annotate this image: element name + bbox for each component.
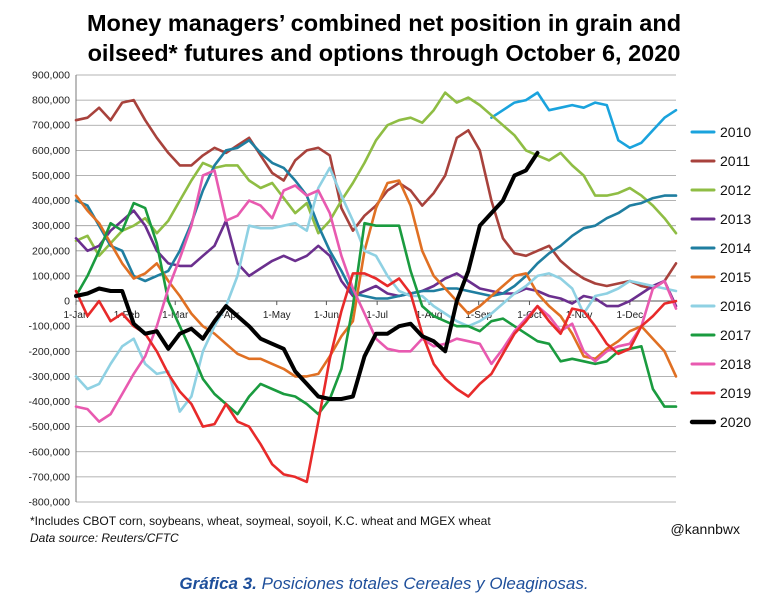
x-tick-label: 1-Nov [566, 310, 593, 321]
chart-title-line-2: oilseed* futures and options through Oct… [87, 40, 681, 66]
y-tick-label: 900,000 [32, 70, 70, 82]
legend-label-2015: 2015 [720, 269, 751, 285]
series-line-2017 [74, 201, 678, 416]
series-line-2010 [490, 91, 678, 150]
x-tick-label: 1-Aug [416, 310, 443, 321]
chart-title-line-1: Money managers’ combined net position in… [86, 10, 682, 36]
x-tick-label: 1-Jan [63, 310, 88, 321]
legend-label-2014: 2014 [720, 240, 751, 256]
x-tick-label: 1-Sep [465, 310, 492, 321]
y-tick-label: -600,000 [29, 446, 71, 458]
series-line-2016 [74, 166, 678, 413]
y-tick-label: -700,000 [29, 471, 71, 483]
x-tick-label: 1-Jun [314, 310, 339, 321]
legend-label-2017: 2017 [720, 327, 751, 343]
caption-label: Gráfica 3. [179, 574, 257, 593]
series-line-2018 [74, 169, 678, 423]
y-tick-label: 800,000 [32, 95, 70, 107]
y-tick-label: 500,000 [32, 170, 70, 182]
series-line-2015 [74, 179, 678, 378]
y-tick-label: -800,000 [29, 497, 71, 509]
legend-label-2016: 2016 [720, 298, 751, 314]
y-tick-label: 400,000 [32, 195, 70, 207]
y-tick-label: -200,000 [29, 346, 71, 358]
y-tick-label: 100,000 [32, 270, 70, 282]
x-tick-label: 1-Apr [215, 310, 240, 321]
y-tick-label: 300,000 [32, 220, 70, 232]
data-source: Data source: Reuters/CFTC [30, 531, 179, 545]
x-tick-label: 1-Dec [617, 310, 644, 321]
caption-text: Posiciones totales Cereales y Oleaginosa… [261, 574, 589, 593]
y-tick-label: -300,000 [29, 371, 71, 383]
legend-label-2011: 2011 [720, 153, 750, 169]
series-layer [74, 91, 678, 484]
legend-label-2020: 2020 [720, 414, 751, 430]
chart-title: Money managers’ combined net position in… [0, 8, 768, 68]
legend-label-2012: 2012 [720, 182, 751, 198]
legend-label-2010: 2010 [720, 124, 751, 140]
x-tick-label: 1-Jul [366, 310, 388, 321]
series-line-2012 [74, 91, 678, 258]
y-axis-ticks: 900,000 800,000 700,000 600,000 500,000 400,0… [29, 70, 71, 509]
footnote: *Includes CBOT corn, soybeans, wheat, so… [30, 514, 491, 528]
legend-label-2019: 2019 [720, 385, 751, 401]
x-tick-label: 1-May [263, 310, 291, 321]
y-tick-label: 0 [64, 296, 70, 308]
y-tick-label: -500,000 [29, 421, 71, 433]
y-tick-label: -100,000 [29, 321, 71, 333]
y-tick-label: 700,000 [32, 120, 70, 132]
author-handle: @kannbwx [670, 521, 740, 537]
y-tick-label: -400,000 [29, 396, 71, 408]
figure-caption: Gráfica 3. Posiciones totales Cereales y… [0, 574, 768, 594]
series-line-2020 [74, 150, 540, 401]
series-line-2019 [74, 272, 678, 484]
series-line-2014 [74, 139, 678, 300]
y-tick-label: 600,000 [32, 145, 70, 157]
y-tick-label: 200,000 [32, 245, 70, 257]
legend: 2010 2011 2012 2013 2014 2015 2016 2017 2018 2019… [689, 124, 751, 430]
legend-label-2013: 2013 [720, 211, 751, 227]
x-tick-label: 1-Feb [114, 310, 141, 321]
legend-label-2018: 2018 [720, 356, 751, 372]
